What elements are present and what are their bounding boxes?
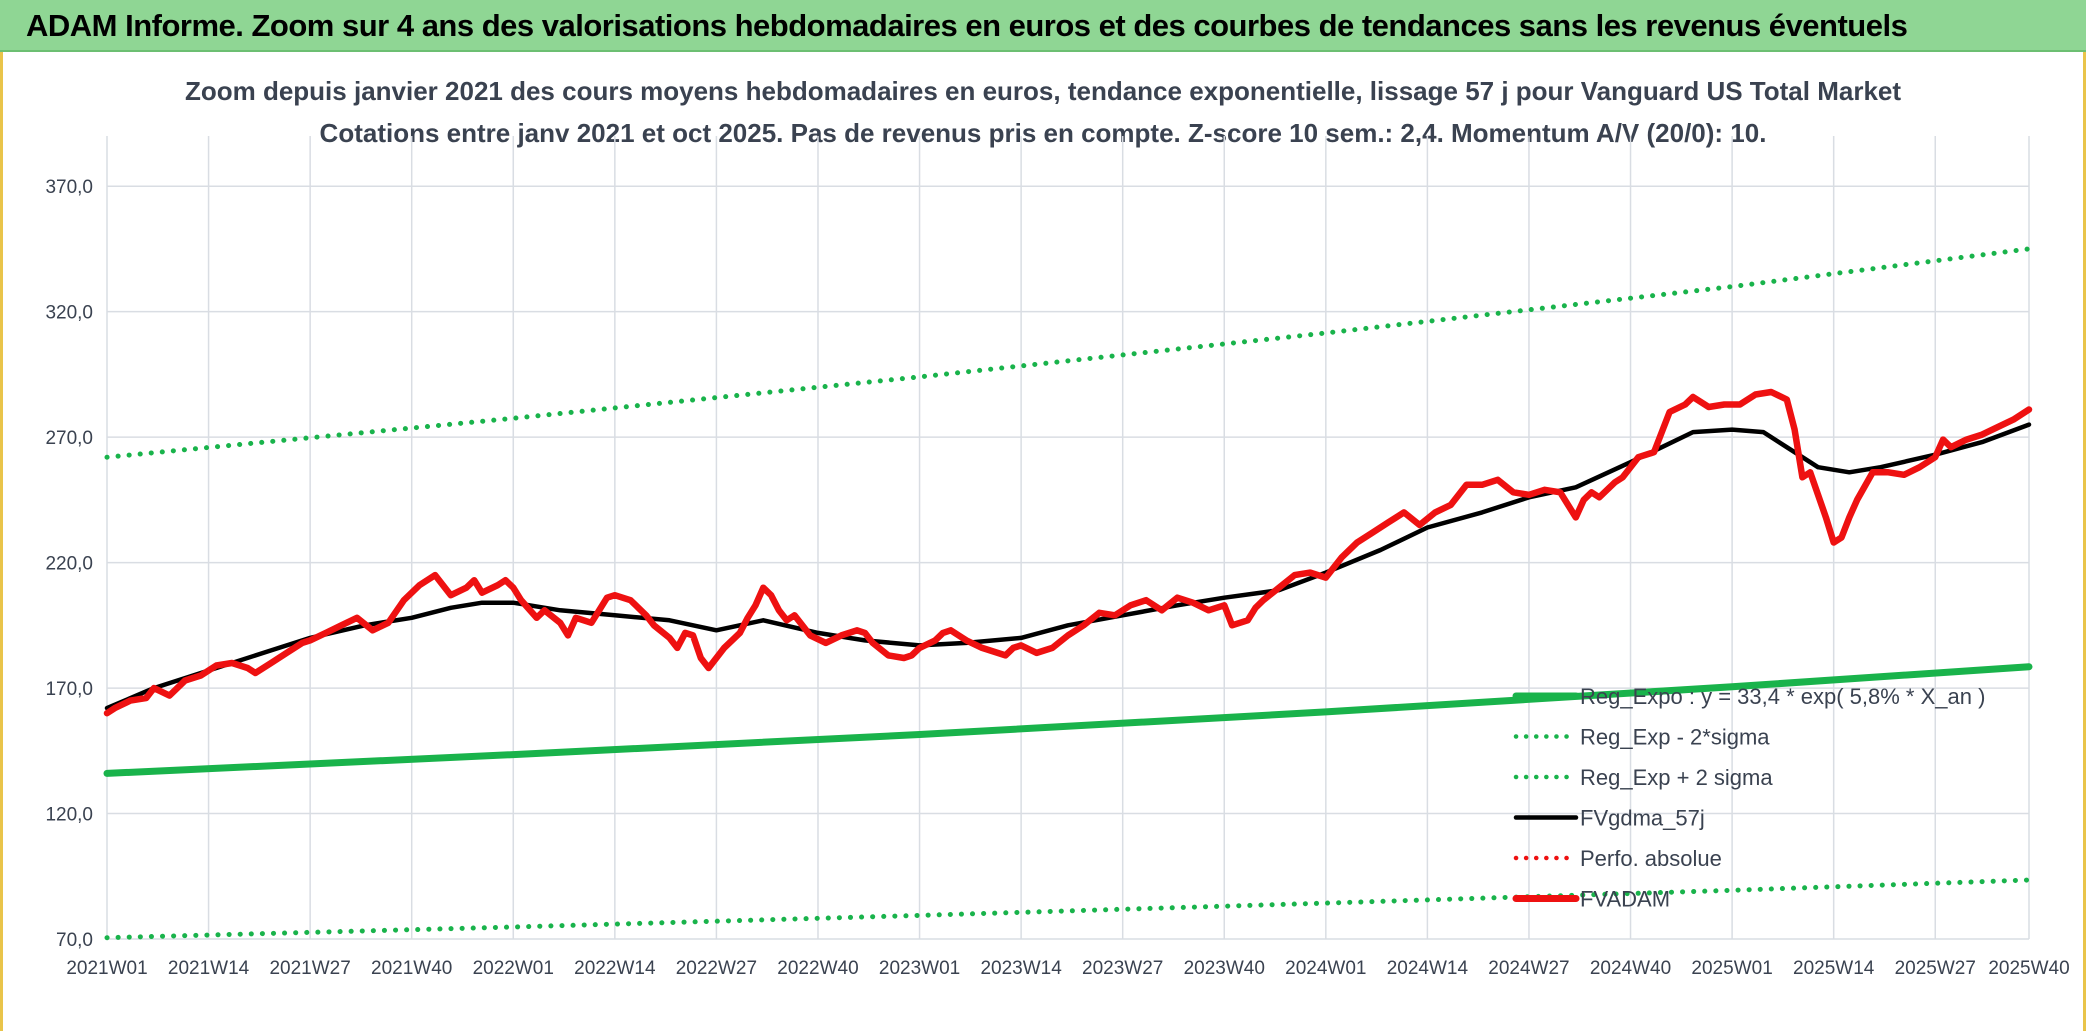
page-title: ADAM Informe. Zoom sur 4 ans des valoris…	[26, 8, 1908, 43]
series-lines	[103, 246, 2033, 941]
reg-exp-minus-2sigma-line	[104, 877, 2032, 941]
x-tick-label: 2022W01	[473, 958, 554, 979]
x-tick-label: 2025W01	[1691, 958, 1772, 979]
x-tick-label: 2024W01	[1285, 958, 1366, 979]
legend-label: Reg_Exp - 2*sigma	[1580, 725, 1770, 750]
y-tick-label: 220,0	[45, 554, 93, 575]
x-tick-label: 2023W14	[980, 958, 1062, 979]
x-tick-label: 2021W14	[168, 958, 250, 979]
x-tick-label: 2025W14	[1793, 958, 1875, 979]
x-tick-label: 2021W40	[371, 958, 452, 979]
fvgdma-57j-line	[104, 422, 2032, 711]
x-tick-label: 2024W27	[1488, 958, 1569, 979]
reg-expo-line	[103, 663, 2033, 777]
y-tick-label: 370,0	[45, 177, 93, 198]
x-tick-label: 2025W27	[1895, 958, 1976, 979]
chart-title-line-2: Cotations entre janv 2021 et oct 2025. P…	[320, 118, 1767, 148]
legend-label: Perfo. absolue	[1580, 846, 1722, 871]
legend: Reg_Expo : y = 33,4 * exp( 5,8% * X_an )…	[1512, 684, 1985, 912]
y-tick-label: 270,0	[45, 428, 93, 449]
x-tick-label: 2021W01	[66, 958, 147, 979]
chart-frame: Zoom depuis janvier 2021 des cours moyen…	[0, 52, 2086, 1031]
fvadam-line	[103, 388, 2033, 717]
y-tick-label: 120,0	[45, 805, 93, 826]
x-tick-label: 2021W27	[269, 958, 350, 979]
legend-label: Reg_Expo : y = 33,4 * exp( 5,8% * X_an )	[1580, 684, 1985, 709]
x-tick-label: 2025W40	[1988, 958, 2069, 979]
chart-canvas: Zoom depuis janvier 2021 des cours moyen…	[45, 76, 2069, 979]
y-tick-label: 320,0	[45, 303, 93, 324]
legend-label: FVgdma_57j	[1580, 806, 1705, 831]
grid-lines	[106, 136, 2030, 940]
chart-title-line-1: Zoom depuis janvier 2021 des cours moyen…	[185, 76, 1901, 106]
x-tick-label: 2023W01	[879, 958, 960, 979]
legend-label: FVADAM	[1580, 887, 1670, 912]
x-tick-label: 2023W40	[1184, 958, 1265, 979]
x-tick-label: 2023W27	[1082, 958, 1163, 979]
reg-exp-plus-2sigma-line	[104, 246, 2032, 460]
legend-label: Reg_Exp + 2 sigma	[1580, 765, 1773, 790]
x-tick-label: 2024W14	[1387, 958, 1469, 979]
x-tick-label: 2022W40	[777, 958, 858, 979]
x-tick-label: 2022W27	[676, 958, 757, 979]
y-tick-label: 70,0	[56, 930, 93, 951]
header-banner: ADAM Informe. Zoom sur 4 ans des valoris…	[0, 0, 2086, 52]
x-tick-label: 2022W14	[574, 958, 656, 979]
axis-tick-labels: 70,0 120,0 170,0 220,0 270,0 320,0 370,0 2021W0…	[45, 177, 2069, 979]
y-tick-label: 170,0	[45, 679, 93, 700]
x-tick-label: 2024W40	[1590, 958, 1671, 979]
